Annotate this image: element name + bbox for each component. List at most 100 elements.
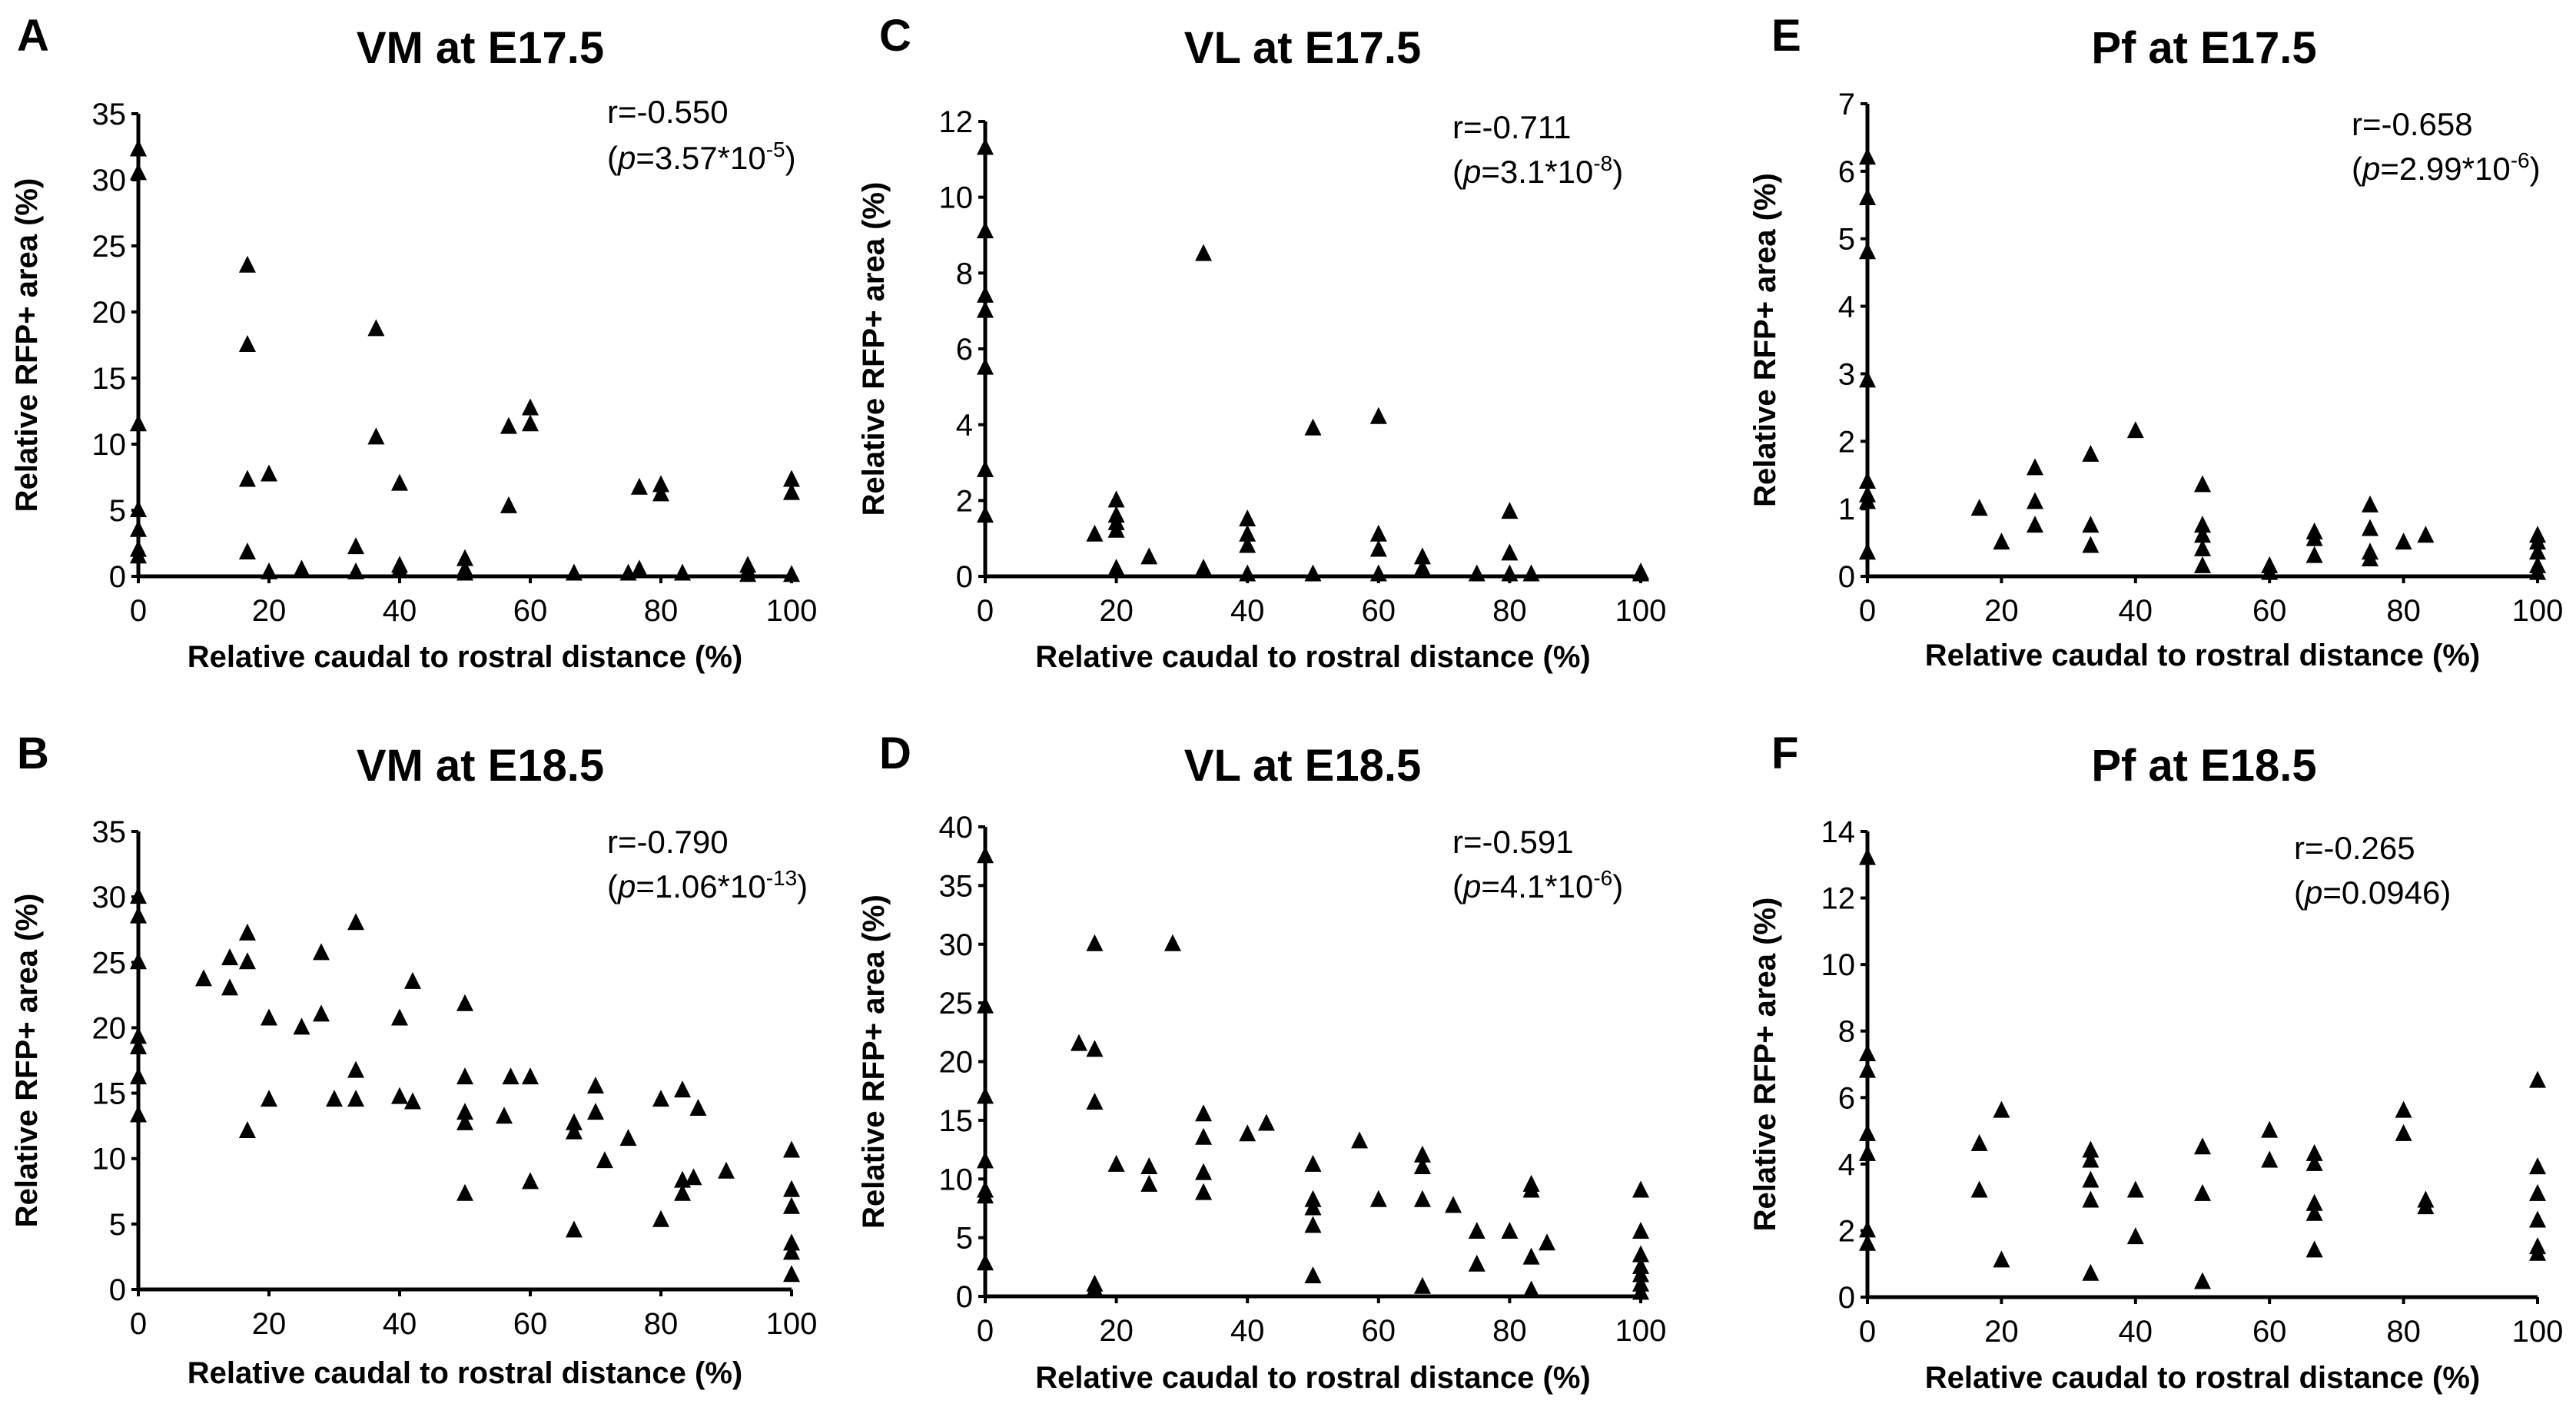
panel-b-data-point (313, 943, 330, 961)
panel-d-x-tick-label: 80 (1492, 1314, 1527, 1348)
panel-b-data-point (502, 1067, 520, 1085)
panel-d-data-point (1086, 1092, 1104, 1110)
panel-b-y-tick-label: 25 (92, 946, 127, 980)
panel-a-data-point (261, 464, 277, 482)
panel-d-y-tick-label: 20 (939, 1046, 974, 1080)
panel-a-data-point (500, 416, 517, 434)
panel-b-x-tick-label: 20 (252, 1307, 287, 1341)
panel-f-data-point (1859, 1044, 1876, 1062)
panel-f-x-axis-label: Relative caudal to rostral distance (%) (1925, 1361, 2480, 1395)
panel-d: D VL at E18.5 0 5 10 15 20 25 30 35 40 0 20 40 60 80 100… (857, 728, 1666, 1395)
panel-b-data-point (391, 1087, 408, 1104)
panel-c-y-tick-label: 0 (956, 560, 973, 594)
panel-d-data-point (1140, 1156, 1158, 1174)
panel-c-data-point (977, 300, 994, 318)
panel-f-data-point (2395, 1100, 2412, 1118)
panel-a-y-tick-label: 0 (109, 560, 126, 594)
panel-e-p-number: =2.99*10 (2380, 151, 2510, 187)
panel-c-data-point (977, 460, 994, 477)
panel-f-x-tick-label: 20 (1984, 1315, 2019, 1349)
panel-f-data-point (1859, 1060, 1876, 1078)
panel-b-data-point (674, 1183, 692, 1201)
panel-f-data-point (2305, 1143, 2323, 1161)
panel-d-data-point (1107, 1154, 1125, 1172)
panel-c-p-value: (p=3.1*10-8) (1452, 151, 1623, 190)
panel-a-data-point (674, 563, 692, 581)
panel-b-p-exponent: -13 (766, 866, 797, 890)
panel-b-data-point (587, 1103, 604, 1120)
panel-c-data-point (1522, 564, 1540, 582)
panel-c-data-point (1239, 524, 1256, 542)
panel-f-data-point (1859, 1123, 1876, 1141)
panel-d-data-point (1413, 1156, 1431, 1174)
panel-c-data-point (1501, 564, 1519, 582)
panel-b-letter: B (17, 728, 49, 778)
panel-f-data-point (2305, 1203, 2323, 1221)
panel-a-y-tick-label: 15 (92, 362, 127, 396)
panel-c-data-point (977, 138, 994, 155)
panel-d-data-point (1632, 1180, 1649, 1198)
panel-e-data-point (2126, 421, 2144, 439)
panel-e-y-tick-label: 0 (1838, 560, 1855, 594)
panel-f-y-tick-label: 14 (1821, 815, 1856, 849)
panel-e-data-point (2194, 556, 2211, 573)
panel-f-data-point (1993, 1250, 2010, 1268)
panel-d-data-point (977, 1253, 994, 1271)
panel-f-p-open: ( (2294, 874, 2305, 911)
panel-b-data-point (195, 969, 212, 987)
panel-b-x-tick-label: 40 (383, 1307, 417, 1341)
panel-d-data-point (977, 996, 994, 1014)
panel-c-data-point (1086, 524, 1104, 542)
panel-f-data-point (1859, 848, 1876, 865)
panel-d-y-tick-label: 0 (956, 1280, 973, 1314)
panel-e-data-point (2529, 533, 2546, 550)
panel-b-data-point (456, 994, 473, 1011)
panel-f-p-close: ) (2440, 874, 2451, 911)
panel-a-y-tick-label: 10 (92, 428, 127, 462)
panel-c-data-point (1195, 244, 1213, 261)
panel-a-data-point (500, 496, 517, 513)
panel-e-y-tick-label: 2 (1838, 425, 1855, 459)
panel-f-y-axis-label: Relative RFP+ area (%) (1748, 898, 1782, 1232)
panel-c-x-tick-label: 60 (1362, 594, 1396, 628)
panel-a-data-point (565, 563, 583, 581)
panel-b-title: VM at E18.5 (357, 741, 604, 791)
panel-b-y-tick-label: 35 (92, 815, 127, 849)
panel-e-x-tick-label: 20 (1984, 594, 2019, 628)
panel-e-data-point (2305, 529, 2323, 546)
panel-c-data-point (977, 506, 994, 523)
panel-d-data-point (1070, 1034, 1087, 1051)
panel-f-p-number: =0.0946 (2322, 874, 2440, 911)
panel-f-data-point (2082, 1150, 2100, 1168)
panel-a-p-number: =3.57*10 (636, 140, 765, 176)
panel-e-x-tick-label: 100 (2512, 594, 2564, 628)
panel-e-data-point (1859, 242, 1876, 260)
panel-d-correlation-r: r=-0.591 (1452, 824, 1574, 860)
panel-e-data-point (2027, 492, 2043, 509)
panel-a-y-tick-label: 30 (92, 164, 127, 197)
panel-c-correlation-r: r=-0.711 (1452, 109, 1572, 145)
panel-f-data-point (2529, 1210, 2546, 1228)
panel-e-data-point (1993, 533, 2010, 550)
panel-a-data-point (130, 546, 147, 564)
panel-c-data-point (1304, 418, 1322, 436)
panel-a-y-tick-label: 20 (92, 296, 127, 330)
panel-b-data-point (522, 1172, 539, 1190)
panel-c-data-point (1369, 539, 1387, 557)
panel-d-data-point (1522, 1180, 1540, 1198)
panel-e-data-point (1859, 543, 1876, 560)
panel-d-data-point (977, 1151, 994, 1169)
panel-a-data-point (522, 398, 539, 416)
panel-e-data-point (2027, 458, 2043, 476)
panel-b-data-point (565, 1113, 583, 1130)
panel-c-p-number: =3.1*10 (1481, 154, 1593, 190)
panel-e-letter: E (1771, 11, 1801, 61)
panel-d-data-point (977, 846, 994, 864)
panel-b-data-point (619, 1129, 637, 1147)
panel-b-data-point (238, 923, 256, 941)
panel-a-data-point (238, 543, 256, 560)
panel-f-data-point (2194, 1137, 2211, 1155)
panel-c-data-point (1107, 520, 1125, 538)
panel-c-data-point (1140, 547, 1158, 565)
panel-b-x-tick-label: 100 (766, 1307, 818, 1341)
